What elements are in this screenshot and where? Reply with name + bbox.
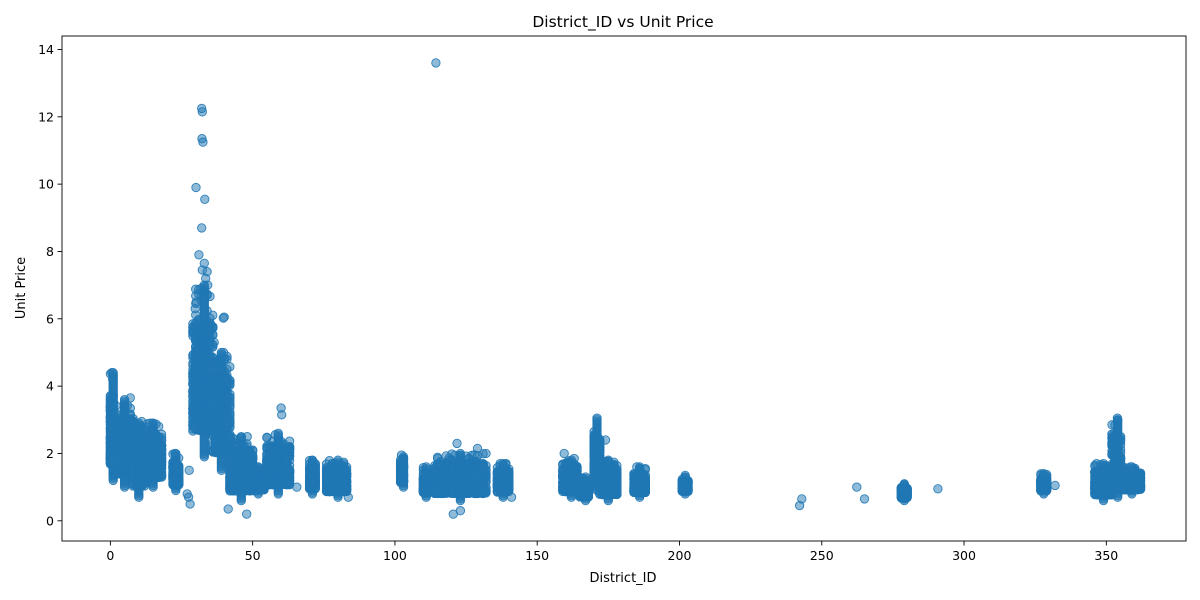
- data-point: [139, 464, 150, 474]
- data-point: [108, 415, 118, 425]
- data-point: [208, 431, 218, 441]
- data-point: [228, 465, 238, 475]
- data-point: [111, 466, 121, 477]
- data-point: [208, 387, 218, 397]
- data-point: [262, 432, 272, 442]
- data-point: [111, 443, 121, 453]
- data-point: [273, 428, 283, 438]
- data-point: [188, 390, 198, 400]
- data-point: [188, 418, 198, 428]
- chart-title: District_ID vs Unit Price: [532, 13, 713, 32]
- data-point: [208, 310, 218, 320]
- data-point: [284, 443, 295, 454]
- data-point: [208, 329, 218, 340]
- data-point: [208, 397, 218, 407]
- data-point: [282, 454, 292, 465]
- data-point: [225, 400, 235, 410]
- points-layer: [105, 58, 1146, 519]
- data-point: [307, 455, 318, 465]
- data-point: [188, 404, 198, 414]
- data-point: [208, 374, 218, 384]
- data-point: [253, 462, 263, 472]
